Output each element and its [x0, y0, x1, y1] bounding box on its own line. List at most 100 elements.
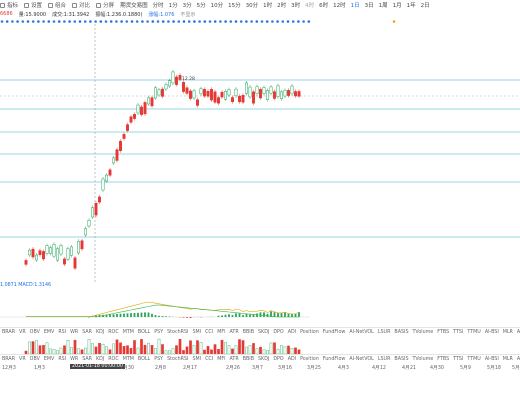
indicator-tab-tvolume[interactable]: TVolume	[412, 330, 434, 335]
indicator-tab-kdj[interactable]: KDJ	[95, 330, 105, 335]
interval-15[interactable]: 1周	[378, 3, 388, 9]
interval-12[interactable]: 12时	[333, 3, 346, 9]
interval-11[interactable]: 6时	[319, 3, 329, 9]
indicator-tab-vr[interactable]: VR	[19, 357, 26, 362]
volume-bar	[24, 350, 28, 354]
indicator-tab-bbib[interactable]: BBIB	[242, 330, 254, 335]
indicator-tab-mlr[interactable]: MLR	[502, 357, 513, 362]
indicator-tab-ftbs[interactable]: FTBS	[437, 330, 450, 335]
compare-icon	[48, 2, 54, 8]
indicator-tab-mtm[interactable]: MTM	[122, 330, 134, 335]
indicator-tab-psy[interactable]: PSY	[154, 330, 164, 335]
indicator-tab-fundflow[interactable]: FundFlow	[322, 330, 346, 335]
indicator-tab-fundflow[interactable]: FundFlow	[322, 357, 346, 362]
toolbar-split-button[interactable]: 分屏	[96, 1, 114, 9]
candle	[182, 82, 185, 92]
indicator-tab-dpo[interactable]: DPO	[273, 357, 284, 362]
price-chart[interactable]: 12.28	[0, 24, 520, 284]
indicator-tab-skdj[interactable]: SKDJ	[258, 357, 270, 362]
chart-type-button[interactable]: 期货交易图	[120, 3, 148, 9]
indicator-tab-atr[interactable]: ATR	[229, 357, 239, 362]
indicator-tab-mfi[interactable]: MFI	[217, 330, 226, 335]
indicator-tab-boll[interactable]: BOLL	[137, 330, 151, 335]
indicator-tab-rsi[interactable]: RSI	[58, 330, 67, 335]
indicator-tab-mfi[interactable]: MFI	[217, 357, 226, 362]
indicator-tab-ai-pd[interactable]: AI-PD	[516, 330, 520, 335]
candle	[70, 246, 73, 256]
indicator-tab-brar[interactable]: BRAR	[2, 357, 16, 362]
indicator-tab-basis[interactable]: BASIS	[394, 330, 409, 335]
interval-3[interactable]: 5分	[196, 3, 206, 9]
indicator-tab-smi[interactable]: SMI	[192, 330, 202, 335]
indicator-tab-skdj[interactable]: SKDJ	[258, 330, 270, 335]
interval-14[interactable]: 3日	[364, 3, 374, 9]
indicator-tab-cci[interactable]: CCI	[205, 357, 214, 362]
interval-4[interactable]: 10分	[210, 3, 224, 9]
indicator-tab-ttsi[interactable]: TTSI	[453, 357, 464, 362]
indicator-tab-position[interactable]: Position	[300, 330, 319, 335]
interval-2[interactable]: 3分	[182, 3, 192, 9]
interval-8[interactable]: 2时	[277, 3, 287, 9]
indicator-tab-ttmu[interactable]: TTMU	[467, 330, 481, 335]
toolbar-settings-button[interactable]: 设置	[24, 1, 42, 9]
indicator-tab-obv[interactable]: OBV	[29, 357, 40, 362]
indicator-tab-ftbs[interactable]: FTBS	[437, 357, 450, 362]
indicator-tab-psy[interactable]: PSY	[154, 357, 164, 362]
indicator-tab-sar[interactable]: SAR	[82, 357, 92, 362]
interval-9[interactable]: 3时	[291, 3, 301, 9]
indicator-tab-kdj[interactable]: KDJ	[95, 357, 105, 362]
indicator-tab-smi[interactable]: SMI	[192, 357, 202, 362]
indicator-tab-boll[interactable]: BOLL	[137, 357, 151, 362]
indicator-tab-adi[interactable]: ADI	[287, 330, 297, 335]
indicator-tab-wr[interactable]: WR	[70, 357, 79, 362]
interval-5[interactable]: 15分	[228, 3, 241, 9]
indicator-tab-ai-netvol[interactable]: AI-NetVOL	[349, 357, 374, 362]
indicator-tab-ai-pd[interactable]: AI-PD	[516, 357, 520, 362]
toolbar-indicators-button[interactable]: 指标	[0, 1, 18, 9]
interval-18[interactable]: 2日	[420, 3, 430, 9]
indicator-tab-vr[interactable]: VR	[19, 330, 26, 335]
indicator-tab-lsur[interactable]: LSUR	[377, 330, 391, 335]
indicator-tab-tvolume[interactable]: TVolume	[412, 357, 434, 362]
indicator-tab-adi[interactable]: ADI	[287, 357, 297, 362]
indicator-tab-emv[interactable]: EMV	[43, 357, 55, 362]
indicator-tab-sar[interactable]: SAR	[82, 330, 92, 335]
indicator-tab-ai-bsi[interactable]: AI-BSI	[484, 330, 499, 335]
interval-10[interactable]: 4时	[305, 3, 315, 9]
interval-0[interactable]: 分时	[152, 3, 164, 9]
signal-dot	[193, 20, 196, 23]
indicator-tab-brar[interactable]: BRAR	[2, 330, 16, 335]
indicator-tab-obv[interactable]: OBV	[29, 330, 40, 335]
indicator-tab-atr[interactable]: ATR	[229, 330, 239, 335]
interval-13[interactable]: 1日	[350, 3, 360, 9]
indicator-tab-mtm[interactable]: MTM	[122, 357, 134, 362]
toolbar-compare2-button[interactable]: 对比	[72, 1, 90, 9]
indicator-tab-ai-netvol[interactable]: AI-NetVOL	[349, 330, 374, 335]
interval-16[interactable]: 1月	[392, 3, 402, 9]
indicator-tab-mlr[interactable]: MLR	[502, 330, 513, 335]
indicator-tab-emv[interactable]: EMV	[43, 330, 55, 335]
macd-bar	[95, 315, 97, 317]
indicator-tab-bbib[interactable]: BBIB	[242, 357, 254, 362]
indicator-tab-dpo[interactable]: DPO	[273, 330, 284, 335]
indicator-tab-rsi[interactable]: RSI	[58, 357, 67, 362]
indicator-tab-ttmu[interactable]: TTMU	[467, 357, 481, 362]
interval-17[interactable]: 1年	[406, 3, 416, 9]
signal-dot	[229, 20, 233, 23]
signal-dot	[42, 20, 45, 23]
indicator-tab-stochrsi[interactable]: StochRSI	[167, 357, 189, 362]
indicator-tab-lsur[interactable]: LSUR	[377, 357, 391, 362]
indicator-tab-cci[interactable]: CCI	[205, 330, 214, 335]
indicator-tab-ttsi[interactable]: TTSI	[453, 330, 464, 335]
toolbar-compare-button[interactable]: 组合	[48, 1, 66, 9]
indicator-tab-position[interactable]: Position	[300, 357, 319, 362]
indicator-tab-stochrsi[interactable]: StochRSI	[167, 330, 189, 335]
interval-1[interactable]: 1分	[168, 3, 178, 9]
indicator-tab-basis[interactable]: BASIS	[394, 357, 409, 362]
interval-6[interactable]: 30分	[245, 3, 259, 9]
indicator-tab-roc[interactable]: ROC	[108, 330, 119, 335]
indicator-tab-roc[interactable]: ROC	[108, 357, 119, 362]
indicator-tab-ai-bsi[interactable]: AI-BSI	[484, 357, 499, 362]
indicator-tab-wr[interactable]: WR	[70, 330, 79, 335]
interval-7[interactable]: 1时	[263, 3, 273, 9]
